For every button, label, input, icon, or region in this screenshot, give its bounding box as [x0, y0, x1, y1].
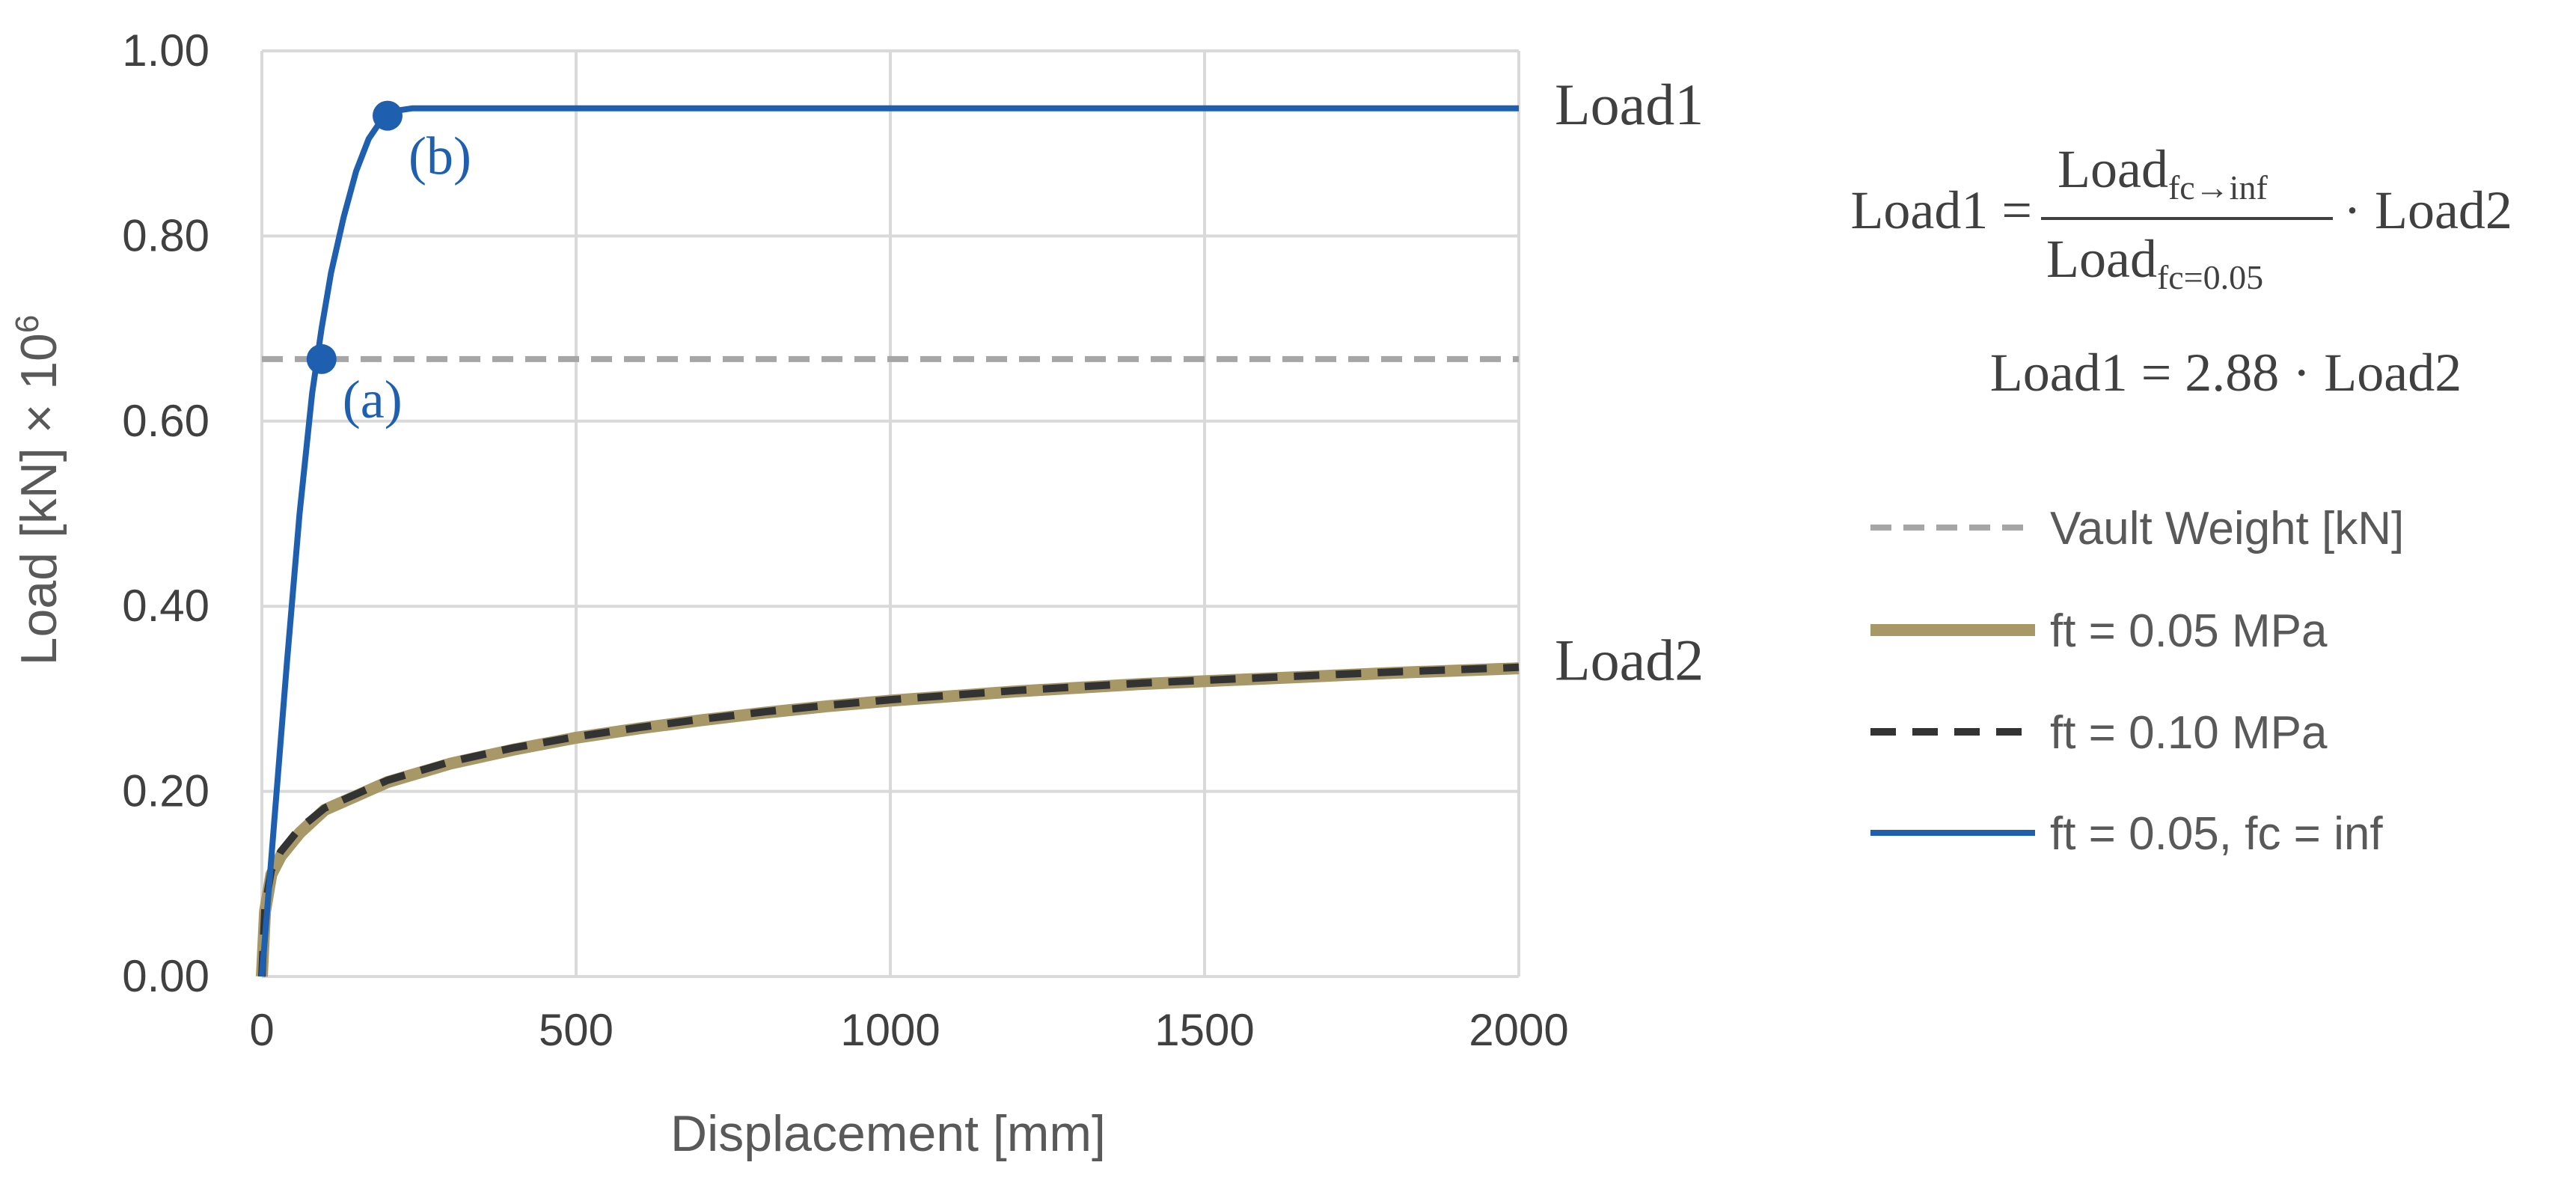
equation-1-numerator-base: Load — [2058, 139, 2168, 199]
equation-1-numerator: Loadfc→inf — [2058, 139, 2268, 207]
legend-label-2: ft = 0.10 MPa — [2050, 707, 2328, 759]
marker-label-0: (a) — [343, 370, 403, 430]
x-tick-label-4: 2000 — [1469, 1005, 1568, 1055]
y-tick-label-1: 0.20 — [122, 766, 209, 816]
curve-label-0: Load1 — [1555, 72, 1704, 137]
y-tick-label-3: 0.60 — [122, 396, 209, 446]
y-tick-label-0: 0.00 — [122, 951, 209, 1001]
marker-label-1: (b) — [409, 126, 471, 186]
marker-point-1 — [373, 100, 403, 131]
grid — [260, 49, 1520, 978]
y-axis-title-exponent: 6 — [9, 315, 46, 333]
equation-1-denominator: Loadfc=0.05 — [2046, 229, 2263, 296]
curve-label-layer: Load1 Load2 — [1555, 72, 1704, 692]
y-axis-title-main: Load [kN] × 10 — [10, 333, 67, 665]
equation-1-numerator-sub: fc→inf — [2168, 168, 2268, 207]
equation-1-rhs: · Load2 — [2343, 180, 2512, 240]
x-axis-ticks: 0 500 1000 1500 2000 — [249, 1005, 1568, 1055]
equation-1-denominator-base: Load — [2046, 229, 2157, 289]
series-line-2 — [258, 663, 1520, 977]
equation-1-lhs: Load1 = — [1850, 180, 2032, 240]
x-tick-label-3: 1500 — [1154, 1005, 1254, 1055]
x-tick-label-1: 500 — [539, 1005, 614, 1055]
curve-label-1: Load2 — [1555, 627, 1704, 692]
series-layer — [256, 105, 1520, 977]
legend: Vault Weight [kN] ft = 0.05 MPa ft = 0.10 … — [1870, 503, 2404, 860]
y-axis-title-group: Load [kN] × 106 — [9, 315, 68, 666]
y-tick-label-5: 1.00 — [122, 25, 209, 76]
x-tick-label-0: 0 — [249, 1005, 274, 1055]
y-axis-title: Load [kN] × 106 — [9, 315, 68, 666]
y-axis-ticks: 0.00 0.20 0.40 0.60 0.80 1.00 — [122, 25, 209, 1001]
x-axis-title: Displacement [mm] — [670, 1105, 1106, 1162]
y-tick-label-2: 0.40 — [122, 581, 209, 631]
legend-label-0: Vault Weight [kN] — [2050, 503, 2404, 554]
y-tick-label-4: 0.80 — [122, 210, 209, 260]
x-tick-label-2: 1000 — [840, 1005, 940, 1055]
legend-label-1: ft = 0.05 MPa — [2050, 605, 2328, 657]
equation-1: Load1 = Loadfc→inf Loadfc=0.05 · Load2 — [1850, 139, 2512, 296]
legend-label-3: ft = 0.05, fc = inf — [2050, 808, 2383, 860]
marker-layer: (a) (b) — [306, 100, 471, 430]
series-line-3 — [259, 105, 1519, 977]
equation-1-denominator-sub: fc=0.05 — [2157, 258, 2263, 296]
marker-point-0 — [306, 343, 337, 374]
equation-2: Load1 = 2.88 · Load2 — [1990, 343, 2462, 403]
